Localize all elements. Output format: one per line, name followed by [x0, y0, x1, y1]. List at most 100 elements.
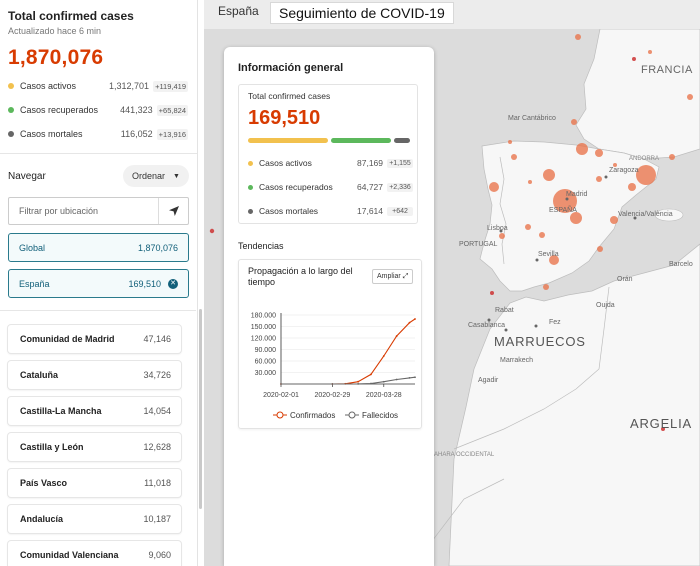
map-label-casablanca: Casablanca	[468, 322, 505, 329]
y-tick-label: 90.000	[255, 347, 277, 354]
region-count: 14,054	[143, 406, 171, 416]
stat-label: Casos mortales	[259, 206, 319, 216]
data-point	[370, 373, 372, 376]
caret-down-icon: ▼	[173, 172, 180, 180]
region-count: 47,146	[143, 334, 171, 344]
region-name: Castilla-La Mancha	[20, 406, 102, 416]
data-point	[280, 383, 282, 385]
stat-value: 87,169	[357, 158, 383, 168]
map-label-barcelona: Barcelo	[669, 261, 693, 268]
stat-recovered: Casos recuperados 441,323 +65,824	[8, 102, 188, 118]
map-label-lisbon: Lisboa	[487, 225, 508, 232]
y-tick-label: 120.000	[251, 336, 276, 343]
data-point	[395, 335, 398, 337]
country-label: España	[218, 4, 259, 18]
stat-deaths: Casos mortales 116,052 +13,916	[8, 126, 188, 142]
map-label-oran: Orán	[617, 276, 633, 283]
location-filter-input[interactable]	[9, 206, 158, 216]
region-name: Cataluña	[20, 370, 59, 380]
summary-label: Total confirmed cases	[248, 91, 331, 101]
navigate-label: Navegar	[8, 171, 46, 182]
map-label-western-sahara: SAHARA OCCIDENTAL	[430, 452, 495, 458]
region-card[interactable]: Comunidad Valenciana 9,060	[8, 541, 181, 566]
region-name: Comunidad de Madrid	[20, 334, 115, 344]
map-label-fez: Fez	[549, 319, 561, 326]
legend-label: Confirmados	[290, 411, 335, 420]
data-point	[408, 376, 411, 379]
y-tick-label: 180.000	[251, 313, 276, 320]
map-label-spain: ESPAÑA	[549, 207, 577, 214]
stat-active: Casos activos 1,312,701 +119,419	[8, 78, 188, 94]
sort-dropdown-button[interactable]: Ordenar ▼	[123, 165, 189, 187]
region-name: Andalucía	[20, 514, 64, 524]
map-label-france: FRANCIA	[641, 64, 693, 76]
expand-button[interactable]: Ampliar ⤢	[372, 269, 414, 284]
location-name: Global	[19, 242, 46, 253]
country-summary-card: Total confirmed cases 169,510 Casos acti…	[238, 84, 418, 224]
region-card[interactable]: Castilla-La Mancha 14,054	[8, 397, 181, 425]
region-card[interactable]: Cataluña 34,726	[8, 361, 181, 389]
location-filter	[8, 197, 189, 225]
locate-me-button[interactable]	[158, 198, 188, 224]
global-total-count: 1,870,076	[8, 46, 104, 69]
x-tick-label: 2020-02-01	[263, 392, 299, 399]
map-label-rabat: Rabat	[495, 307, 514, 314]
region-count: 34,726	[143, 370, 171, 380]
stat-delta-badge: +642	[387, 206, 413, 216]
active-dot-icon	[8, 83, 14, 89]
active-dot-icon	[248, 160, 253, 166]
stat-value: 441,323	[120, 105, 153, 115]
sidebar-title: Total confirmed cases	[8, 9, 134, 23]
map-label-agadir: Agadir	[478, 377, 499, 384]
map-label-marrakech: Marrakech	[500, 357, 534, 364]
navigation-arrow-icon	[168, 206, 179, 216]
stat-delta-badge: +65,824	[156, 104, 188, 116]
x-tick-label: 2020-02-29	[314, 392, 350, 399]
stat-delta-badge: +119,419	[153, 80, 188, 92]
location-count: 1,870,076	[137, 242, 178, 253]
divider	[0, 153, 197, 154]
map-label-algeria: ARGELIA	[630, 416, 692, 431]
data-point	[408, 321, 411, 324]
legend-label: Fallecidos	[362, 411, 398, 420]
stat-delta-badge: +13,916	[156, 128, 188, 140]
region-card[interactable]: Castilla y León 12,628	[8, 433, 181, 461]
stat-recovered: Casos recuperados 64,727 +2,336	[248, 180, 413, 194]
case-breakdown-bar	[248, 138, 410, 143]
close-icon[interactable]: ✕	[168, 278, 178, 289]
region-card[interactable]: Comunidad de Madrid 47,146	[8, 325, 181, 353]
map-label-morocco: MARRUECOS	[494, 334, 586, 349]
stat-deaths: Casos mortales 17,614 +642	[248, 204, 413, 218]
y-tick-label: 30.000	[255, 370, 277, 377]
x-tick-label: 2020-03-28	[366, 392, 402, 399]
data-point	[382, 355, 385, 357]
map-label-seville: Sevilla	[538, 251, 559, 258]
divider	[0, 310, 196, 311]
legend-marker	[348, 411, 356, 419]
stat-label: Casos recuperados	[259, 182, 333, 192]
region-count: 9,060	[148, 550, 171, 560]
country-total-count: 169,510	[248, 107, 321, 129]
stat-value: 17,614	[357, 206, 383, 216]
stat-value: 116,052	[120, 129, 153, 139]
y-tick-label: 150.000	[251, 324, 276, 331]
region-card[interactable]: Andalucía 10,187	[8, 505, 181, 533]
deaths-dot-icon	[8, 131, 14, 137]
stat-label: Casos mortales	[20, 129, 83, 139]
region-count: 11,018	[144, 478, 171, 488]
location-count: 169,510	[128, 278, 161, 289]
trend-chart-card: 180.000 150.000 120.000 90.000 60.000 30.000 2…	[238, 259, 422, 429]
region-name: Comunidad Valenciana	[20, 550, 119, 560]
location-spain-card[interactable]: España 169,510 ✕	[8, 269, 189, 298]
expand-icon: ⤢	[402, 272, 409, 280]
recovered-segment	[331, 138, 391, 143]
region-card[interactable]: País Vasco 11,018	[8, 469, 181, 497]
sidebar-scrollbar[interactable]	[199, 309, 202, 509]
map-label-oujda: Oujda	[596, 302, 615, 309]
location-global-card[interactable]: Global 1,870,076	[8, 233, 189, 262]
stat-value: 1,312,701	[109, 81, 150, 91]
deaths-dot-icon	[248, 208, 253, 214]
active-segment	[248, 138, 329, 143]
app-title: Seguimiento de COVID-19	[270, 2, 454, 24]
region-count: 12,628	[143, 442, 171, 452]
